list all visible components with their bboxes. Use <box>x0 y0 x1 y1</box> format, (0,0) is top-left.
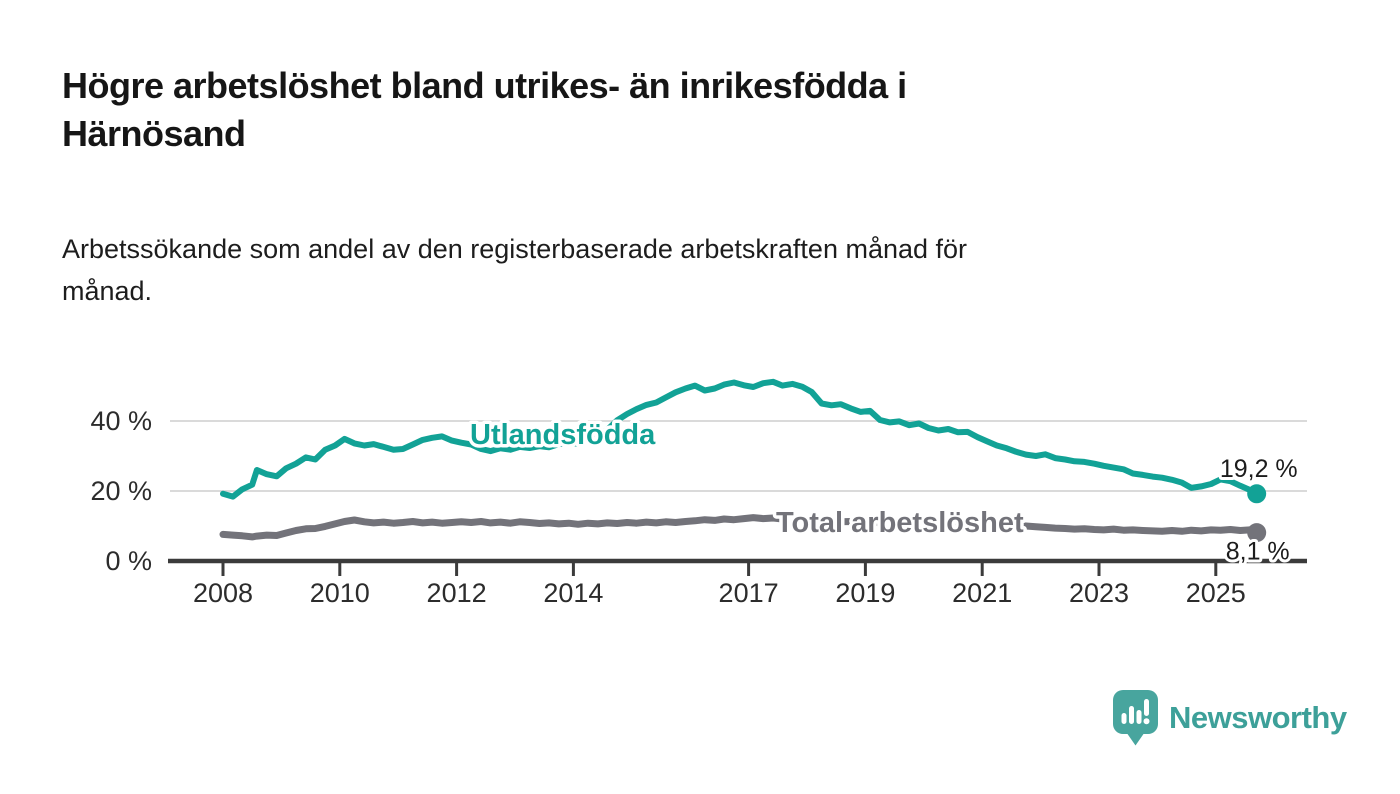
end-value-label-total: 8,1 % <box>1226 538 1290 566</box>
chart-subtitle: Arbetssökande som andel av den registerb… <box>62 234 968 306</box>
x-tick-label: 2010 <box>310 578 370 608</box>
x-tick-label: 2021 <box>952 578 1012 608</box>
x-tick-label: 2012 <box>427 578 487 608</box>
x-tick-label: 2017 <box>719 578 779 608</box>
newsworthy-logo: Newsworthy <box>1113 688 1347 748</box>
x-tick-label: 2023 <box>1069 578 1129 608</box>
y-tick-label: 40 % <box>90 406 152 436</box>
y-tick-label: 20 % <box>90 476 152 506</box>
x-tick-label: 2008 <box>193 578 253 608</box>
x-tick-label: 2025 <box>1186 578 1246 608</box>
x-tick-label: 2014 <box>543 578 603 608</box>
x-tick-label: 2019 <box>835 578 895 608</box>
newsworthy-wordmark: Newsworthy <box>1169 700 1347 735</box>
series-label-utlandsfodda: Utlandsfödda <box>470 419 656 451</box>
series-end-dot-total <box>1247 523 1267 543</box>
page-title: Högre arbetslöshet bland utrikes- än inr… <box>62 65 907 154</box>
end-value-label-utlandsfodda: 19,2 % <box>1220 455 1298 483</box>
series-line-total <box>219 514 1261 541</box>
series-line-utlandsfodda <box>220 378 1260 500</box>
series-end-dot-utlandsfodda <box>1247 484 1267 504</box>
y-tick-label: 0 % <box>105 546 152 576</box>
series-label-total: Total arbetslöshet <box>776 507 1024 539</box>
newsworthy-bubble-icon <box>1113 689 1158 745</box>
